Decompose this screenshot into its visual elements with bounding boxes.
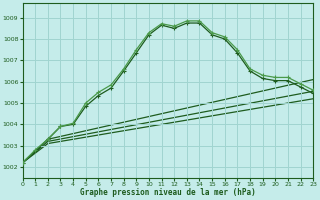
X-axis label: Graphe pression niveau de la mer (hPa): Graphe pression niveau de la mer (hPa) <box>80 188 256 197</box>
